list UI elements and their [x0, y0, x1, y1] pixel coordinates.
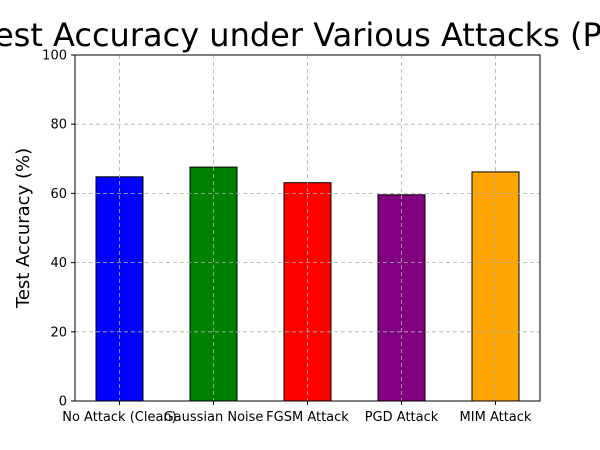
- y-tick-label: 100: [42, 49, 67, 64]
- bar: [189, 166, 238, 402]
- x-axis-ticks: No Attack (Clean)Gaussian Noise FGSM Atta…: [62, 401, 532, 425]
- chart-title: Test Accuracy under Various Attacks (Po: [0, 16, 600, 54]
- x-tick-label: Gaussian Noise: [164, 410, 264, 425]
- x-tick-label: FGSM Attack: [266, 410, 349, 425]
- y-tick-label: 60: [50, 187, 67, 202]
- y-axis-label: Test Accuracy (%): [13, 148, 34, 309]
- y-axis-ticks: 0 20 40 60 80 100: [42, 49, 75, 410]
- bar: [283, 182, 332, 402]
- y-tick-label: 80: [50, 118, 67, 133]
- x-tick-label: PGD Attack: [365, 410, 439, 425]
- y-tick-label: 20: [50, 325, 67, 340]
- y-tick-label: 0: [59, 395, 67, 410]
- x-tick-label: No Attack (Clean): [62, 410, 176, 425]
- x-tick-label: MIM Attack: [460, 410, 532, 425]
- y-tick-label: 40: [50, 256, 67, 271]
